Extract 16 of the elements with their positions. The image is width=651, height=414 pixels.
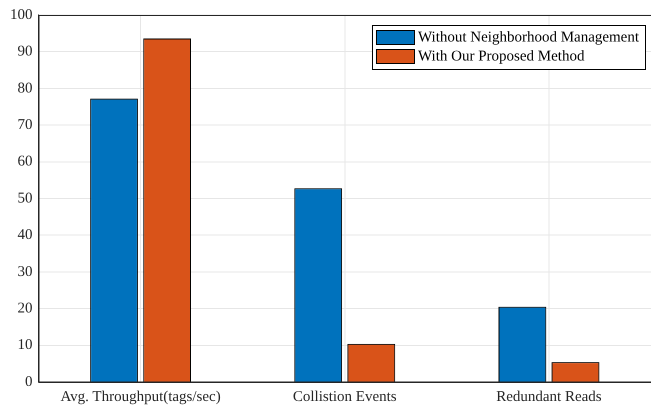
y-tick-label: 50 — [18, 190, 32, 206]
y-tick-label: 30 — [18, 264, 32, 280]
legend-label: With Our Proposed Method — [418, 48, 585, 64]
y-tick-label: 100 — [10, 6, 32, 23]
y-tick-label: 70 — [18, 117, 32, 134]
x-tick-label: Collistion Events — [292, 388, 397, 405]
y-tick-label: 0 — [25, 374, 32, 390]
x-tick-label: Avg. Throughput(tags/sec) — [60, 388, 221, 405]
legend-label: Without Neighborhood Management — [418, 29, 640, 46]
y-tick-label: 40 — [18, 227, 32, 244]
x-tick-label: Redundant Reads — [496, 388, 602, 405]
y-tick-label: 60 — [18, 154, 32, 170]
y-tick-label: 10 — [18, 337, 32, 354]
y-tick-label: 90 — [18, 44, 32, 60]
y-tick-label: 20 — [18, 300, 32, 317]
y-tick-label: 80 — [18, 80, 32, 96]
